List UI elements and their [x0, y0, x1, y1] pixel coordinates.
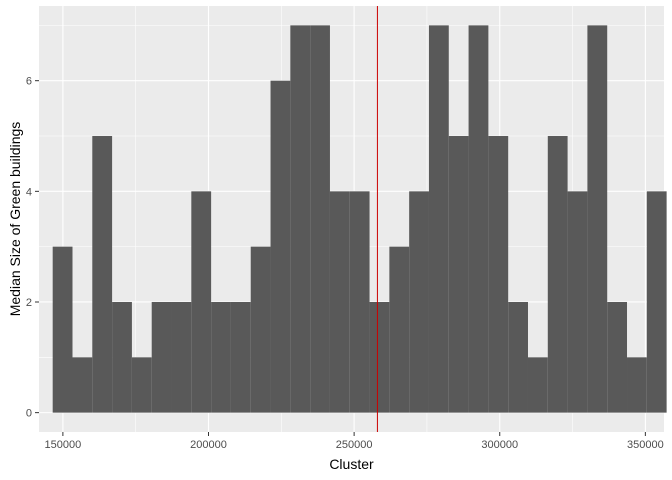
- histogram-bar: [448, 136, 469, 413]
- histogram-bar: [547, 136, 568, 413]
- histogram-bar: [488, 136, 509, 413]
- histogram-bar: [171, 301, 192, 413]
- histogram-bar: [468, 25, 489, 413]
- histogram-bar: [607, 301, 628, 413]
- x-tick-label: 200000: [190, 439, 227, 451]
- histogram-bar: [409, 191, 429, 413]
- histogram-bar: [646, 191, 667, 413]
- histogram-bar: [428, 25, 449, 413]
- histogram-bar: [211, 301, 231, 413]
- histogram-bar: [310, 25, 330, 413]
- histogram-bar: [131, 357, 152, 413]
- x-axis-ticks: 150000 200000 250000 300000 350000: [45, 432, 664, 451]
- histogram-bar: [52, 246, 73, 413]
- y-axis-title: Median Size of Green buildings: [7, 122, 23, 317]
- histogram-bar: [567, 191, 588, 413]
- histogram-bar: [151, 301, 172, 413]
- histogram-bar: [72, 357, 93, 413]
- histogram-bar: [112, 301, 132, 413]
- histogram-bar: [587, 25, 608, 413]
- histogram-bar: [290, 25, 311, 413]
- x-tick-label: 350000: [627, 439, 664, 451]
- y-tick-label: 4: [26, 186, 32, 198]
- histogram-bar: [270, 80, 291, 413]
- histogram-bar: [230, 301, 251, 413]
- x-tick-label: 250000: [336, 439, 373, 451]
- y-axis-ticks: 0 2 4 6: [26, 76, 39, 420]
- y-tick-label: 0: [26, 408, 32, 420]
- histogram-bar: [349, 191, 370, 413]
- x-axis-title: Cluster: [329, 456, 374, 472]
- histogram-bar: [250, 246, 271, 413]
- x-tick-label: 300000: [481, 439, 518, 451]
- x-tick-label: 150000: [45, 439, 82, 451]
- histogram-bar: [191, 191, 212, 413]
- histogram-bar: [92, 136, 113, 413]
- histogram-bar: [627, 357, 647, 413]
- histogram-bar: [527, 357, 548, 413]
- bars: [52, 25, 667, 413]
- y-tick-label: 6: [26, 76, 32, 88]
- histogram-bar: [369, 301, 390, 413]
- histogram-bar: [389, 246, 410, 413]
- histogram-bar: [329, 191, 350, 413]
- histogram-bar: [508, 301, 528, 413]
- y-tick-label: 2: [26, 297, 32, 309]
